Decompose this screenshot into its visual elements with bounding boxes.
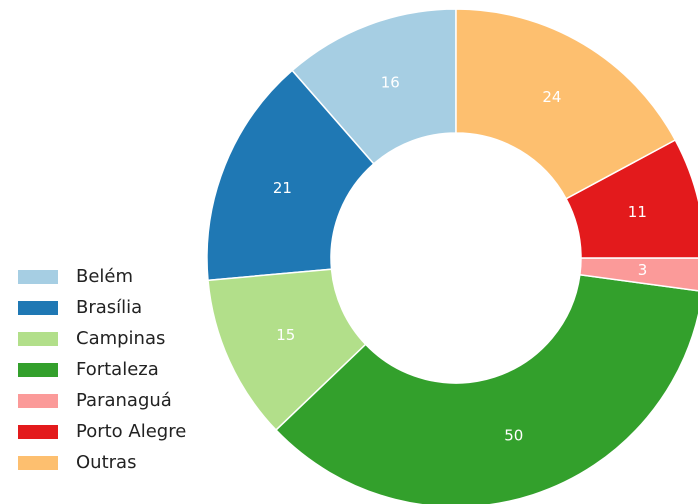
legend-swatch xyxy=(18,363,58,377)
legend-label: Belém xyxy=(76,266,133,287)
slice-label: 24 xyxy=(542,88,561,106)
legend-swatch xyxy=(18,425,58,439)
slice-label: 3 xyxy=(638,261,648,279)
legend-label: Campinas xyxy=(76,328,165,349)
legend-label: Paranaguá xyxy=(76,390,172,411)
legend-label: Outras xyxy=(76,452,136,473)
legend-swatch xyxy=(18,394,58,408)
legend-swatch xyxy=(18,332,58,346)
slice-label: 15 xyxy=(276,326,295,344)
legend-label: Brasília xyxy=(76,297,142,318)
legend-swatch xyxy=(18,270,58,284)
legend-label: Porto Alegre xyxy=(76,421,186,442)
slice-label: 16 xyxy=(381,73,400,91)
slice-label: 11 xyxy=(628,203,647,221)
donut-slice xyxy=(206,69,375,282)
legend-swatch xyxy=(18,456,58,470)
slice-label: 50 xyxy=(504,426,523,444)
legend-label: Fortaleza xyxy=(76,359,159,380)
slice-label: 21 xyxy=(273,179,292,197)
legend-swatch xyxy=(18,301,58,315)
donut-slice xyxy=(455,8,677,200)
